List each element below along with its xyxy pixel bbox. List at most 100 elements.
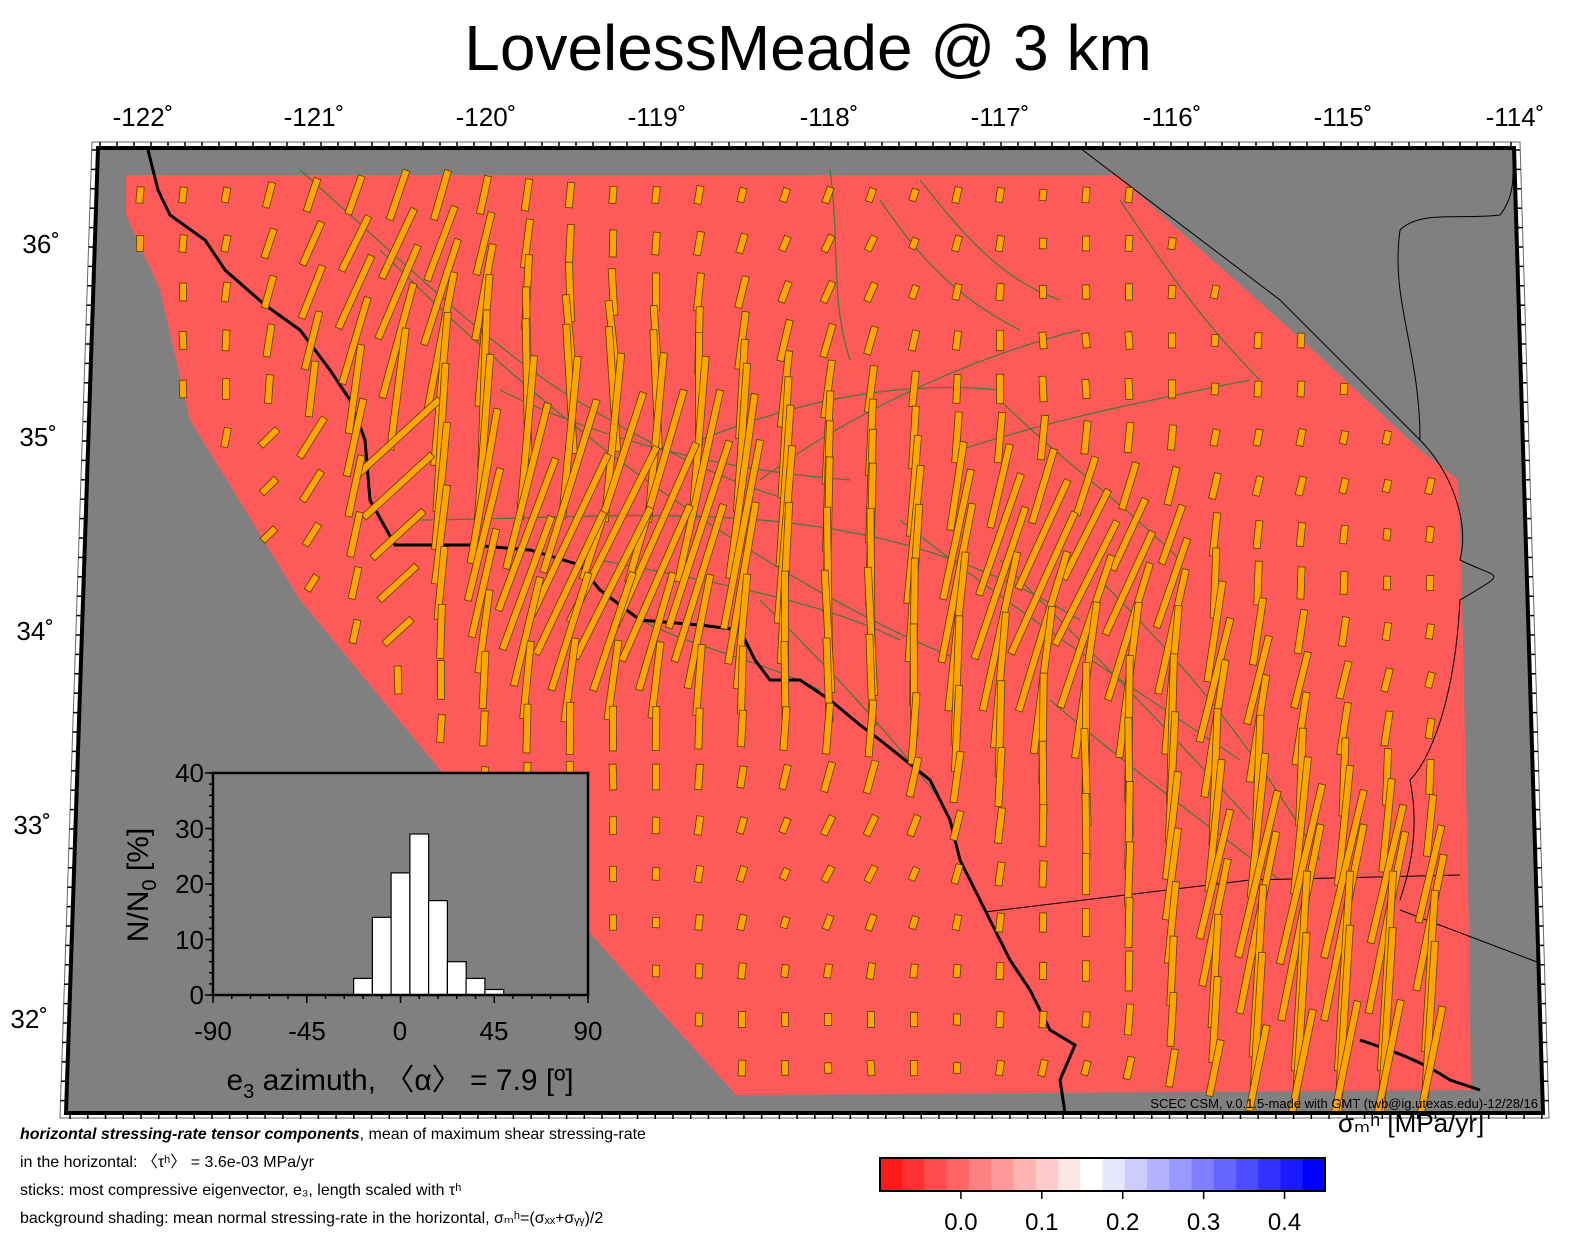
eigenvector-stick <box>178 379 188 399</box>
eigenvector-stick <box>908 236 920 251</box>
eigenvector-stick <box>1234 789 1282 959</box>
eigenvector-stick <box>952 963 962 979</box>
eigenvector-stick <box>994 234 1006 253</box>
eigenvector-stick <box>1380 710 1394 747</box>
eigenvector-stick <box>360 451 436 521</box>
eigenvector-stick <box>821 185 835 205</box>
eigenvector-stick <box>1124 897 1134 948</box>
eigenvector-stick <box>1082 852 1090 896</box>
colorbar-tick-label: 0.4 <box>1268 1209 1301 1236</box>
colorbar-tick-label: 0.2 <box>1106 1209 1139 1236</box>
eigenvector-stick <box>1157 503 1187 566</box>
eigenvector-stick <box>909 1059 919 1077</box>
eigenvector-stick <box>1124 234 1134 252</box>
eigenvector-stick <box>779 915 791 930</box>
eigenvector-stick <box>472 211 496 276</box>
eigenvector-stick <box>498 514 556 652</box>
eigenvector-stick <box>589 570 637 693</box>
eigenvector-stick <box>693 230 705 257</box>
eigenvector-stick <box>777 280 793 304</box>
eigenvector-stick <box>337 214 373 273</box>
eigenvector-stick <box>1203 580 1227 683</box>
lon-label: -121˚ <box>284 102 345 132</box>
eigenvector-stick <box>608 185 618 205</box>
eigenvector-stick <box>1165 1048 1179 1088</box>
eigenvector-stick <box>694 1012 704 1027</box>
eigenvector-stick <box>994 861 1006 887</box>
eigenvector-stick <box>778 866 792 882</box>
eigenvector-stick <box>736 186 748 204</box>
eigenvector-stick <box>301 521 323 548</box>
colorbar-cell <box>969 1158 992 1191</box>
colorbar-cell <box>902 1158 925 1191</box>
eigenvector-stick <box>1038 188 1048 202</box>
eigenvector-stick <box>952 374 962 404</box>
eigenvector-stick <box>1124 378 1134 400</box>
eigenvector-stick <box>652 763 660 791</box>
eigenvector-stick <box>1290 650 1312 710</box>
eigenvector-stick <box>635 571 677 692</box>
eigenvector-stick <box>519 640 535 720</box>
eigenvector-stick <box>1295 428 1307 447</box>
eigenvector-stick <box>821 702 835 755</box>
eigenvector-stick <box>608 705 618 752</box>
eigenvector-stick <box>908 187 920 203</box>
eigenvector-stick <box>1167 424 1177 451</box>
eigenvector-stick <box>779 186 791 204</box>
hist-x-label-main: e <box>226 1064 243 1097</box>
eigenvector-stick <box>1108 496 1150 572</box>
eigenvector-stick <box>609 865 617 883</box>
eigenvector-stick <box>300 310 324 371</box>
eigenvector-stick <box>1422 794 1438 858</box>
eigenvector-stick <box>736 765 748 789</box>
eigenvector-stick <box>1414 824 1446 924</box>
eigenvector-stick <box>736 913 748 932</box>
eigenvector-stick <box>995 373 1005 405</box>
eigenvector-stick <box>863 325 879 356</box>
eigenvector-stick <box>302 176 322 214</box>
colorbar-cell <box>1213 1158 1237 1191</box>
eigenvector-stick <box>986 443 1014 529</box>
eigenvector-stick <box>344 174 366 216</box>
eigenvector-stick <box>864 186 878 204</box>
eigenvector-stick <box>467 527 501 639</box>
eigenvector-stick <box>1122 1055 1136 1081</box>
eigenvector-stick <box>995 1010 1005 1029</box>
eigenvector-stick <box>259 525 279 544</box>
eigenvector-stick <box>1038 740 1048 814</box>
histogram-bar <box>409 833 430 996</box>
eigenvector-stick <box>651 231 661 256</box>
eigenvector-stick <box>995 962 1005 981</box>
eigenvector-stick <box>502 401 552 571</box>
hist-x-tick: -45 <box>288 1016 326 1046</box>
eigenvector-stick <box>1424 717 1436 740</box>
caption-line-1: horizontal stressing-rate tensor compone… <box>20 1125 646 1145</box>
eigenvector-stick <box>951 234 963 253</box>
eigenvector-stick <box>1038 237 1048 250</box>
eigenvector-stick <box>1081 378 1091 400</box>
eigenvector-stick <box>296 415 328 460</box>
eigenvector-stick <box>420 237 462 347</box>
hist-y-tick: 10 <box>175 925 204 955</box>
eigenvector-stick <box>608 229 618 258</box>
eigenvector-stick <box>1378 778 1396 873</box>
eigenvector-stick <box>342 397 368 478</box>
eigenvector-stick <box>344 454 366 518</box>
colorbar: 0.0 0.1 0.2 0.3 0.4 <box>879 1157 1326 1236</box>
eigenvector-stick <box>381 615 415 648</box>
eigenvector-stick <box>547 571 593 692</box>
lat-label: 32˚ <box>10 1004 48 1034</box>
eigenvector-stick <box>1296 332 1306 349</box>
eigenvector-stick <box>178 186 188 204</box>
eigenvector-stick <box>1081 1011 1091 1028</box>
eigenvector-stick <box>298 220 326 267</box>
eigenvector-stick <box>863 864 879 884</box>
eigenvector-stick <box>778 816 792 835</box>
colorbar-cell <box>946 1158 970 1191</box>
histogram-bars <box>353 833 505 996</box>
eigenvector-stick <box>735 865 749 883</box>
eigenvector-stick <box>735 232 749 255</box>
azimuth-histogram: -90 -45 0 45 90 40 30 20 10 0 N/N0 [%] e… <box>122 758 602 1103</box>
eigenvector-stick <box>1285 1008 1317 1113</box>
eigenvector-stick <box>670 502 728 664</box>
